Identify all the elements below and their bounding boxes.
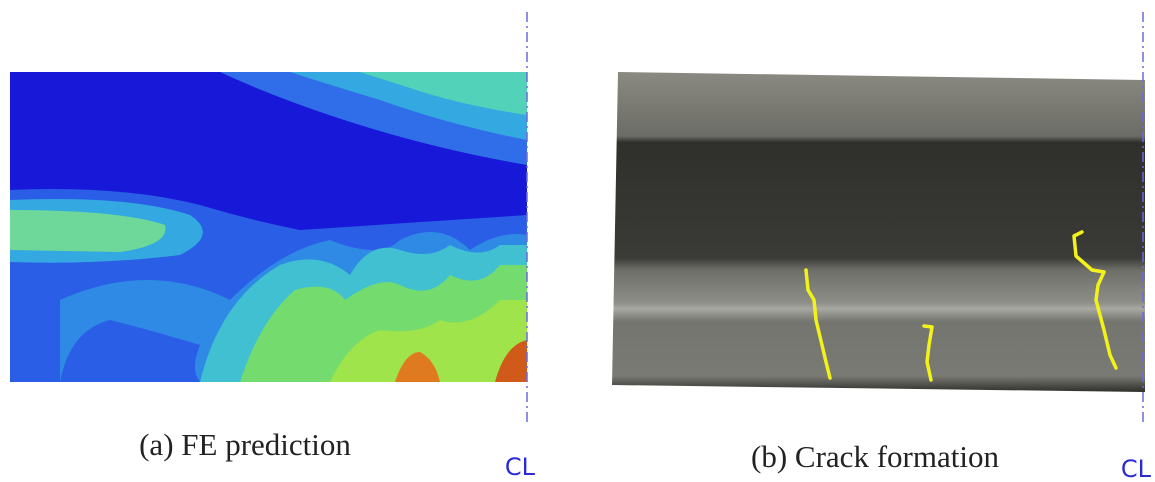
- centerline-label: CL: [505, 453, 536, 481]
- figure: (a) FE prediction CL (b) Crack formation…: [0, 0, 1155, 482]
- fe-contour: [10, 72, 527, 382]
- caption: (a) FE prediction: [139, 427, 351, 462]
- centerline-label: CL: [1121, 455, 1152, 482]
- caption: (b) Crack formation: [751, 439, 999, 474]
- crack-photo: [612, 72, 1145, 392]
